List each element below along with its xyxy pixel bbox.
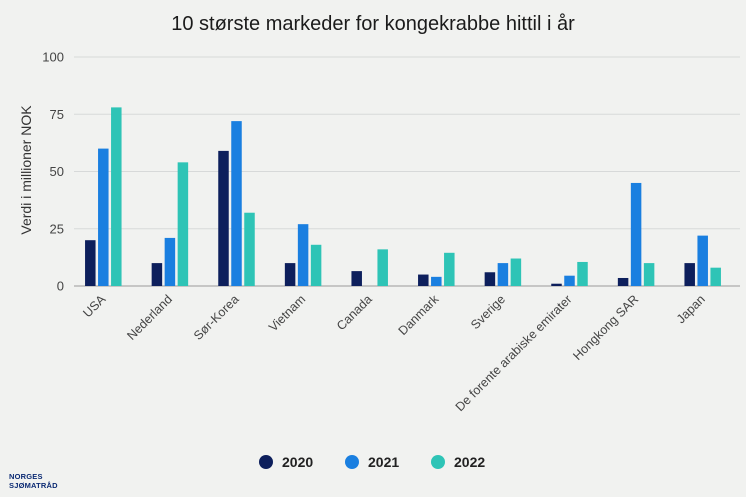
bar-2022-5 [444,252,455,286]
bar-2020-8 [617,277,629,286]
bar-2020-0 [85,240,96,286]
legend-marker-2022 [431,455,445,469]
y-tick-label: 25 [50,221,64,236]
bar-2021-8 [630,182,642,286]
legend-marker-2021 [345,455,359,469]
bar-2020-6 [484,272,496,286]
bar-2022-4 [377,249,388,286]
bar-2021-1 [164,237,176,286]
bar-2020-2 [218,150,229,286]
x-tick-label: Danmark [396,292,442,338]
bar-2021-2 [231,121,242,287]
bar-2022-8 [643,263,655,286]
bar-2021-5 [431,276,442,286]
bar-2020-9 [684,263,695,286]
chart-title: 10 største markeder for kongekrabbe hitt… [171,13,575,35]
bar-2020-4 [351,271,362,286]
y-tick-label: 50 [50,164,64,179]
y-tick-label: 0 [57,279,64,294]
norges-sjomatrad-logo: NORGES SJØMATRÅD [9,472,58,490]
bar-2022-3 [310,244,322,286]
bar-2022-7 [577,261,588,286]
bar-2020-1 [151,263,163,286]
x-tick-label: Hongkong SAR [570,292,641,363]
legend-label-2022: 2022 [454,454,485,470]
logo-line-2: SJØMATRÅD [9,481,58,490]
bar-2021-3 [297,224,309,286]
x-tick-label: De forente arabiske emirater [453,292,575,414]
bar-2022-9 [710,267,721,286]
bar-2022-2 [244,212,255,286]
bar-2021-0 [98,148,109,286]
bar-2021-7 [564,275,575,286]
x-tick-label: Sør-Korea [191,292,242,343]
legend-label-2020: 2020 [282,454,313,470]
y-tick-label: 100 [42,50,64,65]
bar-2020-5 [418,274,429,286]
bar-2021-6 [497,263,509,286]
x-tick-label: Canada [334,292,375,333]
x-tick-label: USA [80,292,109,321]
x-tick-label: Japan [674,292,708,326]
y-tick-label: 75 [50,107,64,122]
x-tick-label: Nederland [124,292,175,343]
x-tick-label: Vietnam [266,292,308,334]
x-tick-label: Sverige [468,292,508,332]
logo-line-1: NORGES [9,472,43,481]
bar-2022-6 [510,258,522,286]
bar-2022-0 [111,107,122,286]
bar-2020-3 [284,263,296,286]
y-axis-label: Verdi i millioner NOK [18,105,34,235]
bar-2022-1 [177,162,189,286]
legend-marker-2020 [259,455,273,469]
bar-2020-7 [551,283,562,286]
legend-label-2021: 2021 [368,454,399,470]
bar-2021-9 [697,235,708,286]
